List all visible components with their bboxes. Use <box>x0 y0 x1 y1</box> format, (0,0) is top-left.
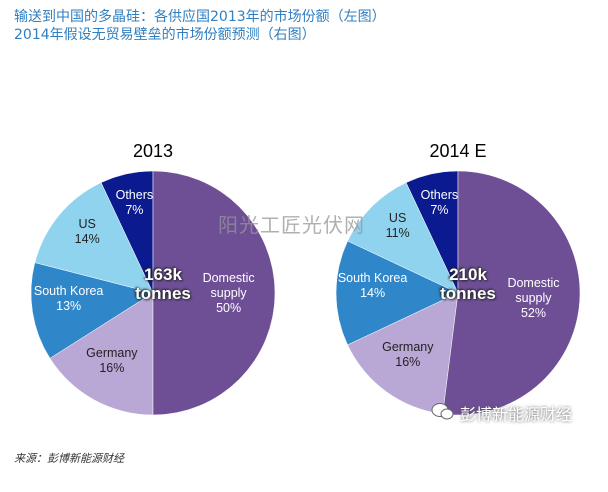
slice-value: 50% <box>216 301 242 315</box>
slice-name: Domestic supply <box>507 275 560 305</box>
chart-title: 2014 E <box>429 141 487 161</box>
slice-label: Others 7% <box>394 188 484 218</box>
slice-value: 16% <box>99 360 125 375</box>
slice-label: US 11% <box>353 211 443 241</box>
slice-name: US <box>388 210 407 225</box>
pie-slice <box>34 182 154 294</box>
center-label: 210k tonnes <box>440 265 496 303</box>
pie-slice <box>335 240 459 346</box>
slice-label: South Korea 14% <box>328 271 418 301</box>
pie-slice <box>347 182 459 294</box>
slice-name: South Korea <box>337 271 408 285</box>
slice-label: Germany 16% <box>363 340 453 370</box>
source: 来源：彭博新能源财经 <box>14 452 124 465</box>
wechat-icon <box>431 403 454 420</box>
slice-value: 7% <box>430 202 449 217</box>
pie-slice <box>442 170 581 416</box>
slice-name: Domestic supply <box>202 271 255 300</box>
slice-value: 14% <box>360 286 386 300</box>
slice-name: Others <box>420 187 459 202</box>
pie-slice <box>49 292 154 416</box>
watermark: 阳光工匠光伏网 <box>218 213 365 237</box>
slice-name: US <box>78 216 96 231</box>
center-label: 163k tonnes <box>135 265 191 303</box>
slice-value: 14% <box>74 231 100 246</box>
slice-label: Others 7% <box>89 188 179 218</box>
slice-name: South Korea <box>33 284 104 299</box>
slice-label: US 14% <box>42 217 132 247</box>
slice-name: Germany <box>382 340 434 355</box>
pie-slice <box>30 262 154 359</box>
slice-name: Others <box>115 187 154 202</box>
chart-title: 2013 <box>132 141 174 161</box>
slice-label: South Korea 13% <box>24 284 114 314</box>
watermark: 彭博新能源财经 <box>460 405 573 424</box>
slice-value: 11% <box>385 225 410 240</box>
slice-label: Germany 16% <box>67 346 157 376</box>
slice-value: 13% <box>56 299 82 314</box>
pie-slice <box>152 170 276 416</box>
header-line: 输送到中国的多晶硅：各供应国2013年的市场份额（左图） <box>14 9 386 25</box>
slice-name: Germany <box>86 345 138 360</box>
slice-value: 7% <box>125 202 144 217</box>
slice-label: Domestic supply 50% <box>184 271 274 316</box>
slice-label: Domestic supply 52% <box>488 276 578 321</box>
header-line: 2014年假设无贸易壁垒的市场份额预测（右图） <box>14 27 316 43</box>
slice-value: 16% <box>395 355 421 370</box>
slice-value: 52% <box>520 305 546 320</box>
